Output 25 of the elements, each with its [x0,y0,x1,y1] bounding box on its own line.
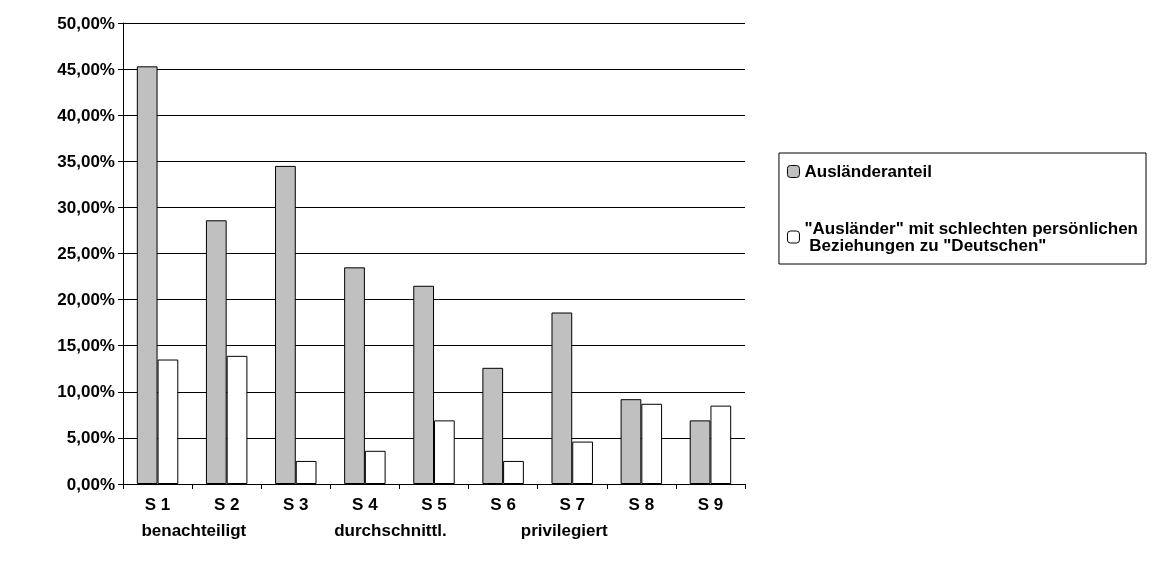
x-tick-label: S 3 [283,495,309,514]
x-tick-label: S 2 [213,495,240,514]
x-tick-label: S 8 [628,495,655,514]
y-tick-label: 50,00% [57,13,115,33]
y-tick-label: 35,00% [57,151,115,171]
y-tick-label: 15,00% [57,336,115,356]
x-tick-label: S 1 [144,495,171,514]
x-tick-label: S 9 [697,495,724,514]
y-tick-label: 0,00% [66,474,115,494]
y-tick-label: 25,00% [57,244,115,263]
text: benachteiligt [141,521,247,540]
x-tick-label: S 6 [490,495,516,514]
x-tick-label: S 4 [352,495,379,514]
x-tick-label: S 7 [559,495,585,514]
text: privilegiert [520,521,609,540]
y-tick-label: 5,00% [66,428,115,448]
y-tick-label: 45,00% [57,59,115,79]
y-tick-label: 40,00% [57,105,115,125]
legend-label: "Ausländer" mit schlechten persönlichen Beziehungen zu "Deutschen" [804,219,1139,255]
x-tick-label: S 5 [421,495,447,514]
y-tick-label: 20,00% [57,290,115,310]
text: durchschnittl. [334,521,447,540]
y-tick-label: 30,00% [57,197,115,217]
y-tick-label: 10,00% [57,382,115,402]
legend-label: Ausländeranteil [804,162,933,181]
